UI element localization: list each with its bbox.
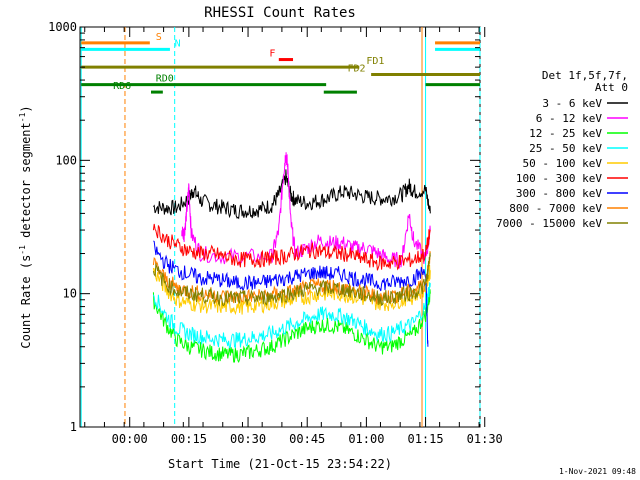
flag-label: N <box>175 38 181 49</box>
x-tick-label: 01:30 <box>467 432 503 446</box>
chart-title: RHESSI Count Rates <box>204 5 356 21</box>
legend-label: 100 - 300 keV <box>516 172 602 185</box>
legend-label: 25 - 50 keV <box>529 142 602 155</box>
flag-label: S <box>156 32 162 43</box>
flag-label: FD1 <box>366 56 384 67</box>
legend-items: 3 - 6 keV 6 - 12 keV 12 - 25 keV 25 - 50 ke… <box>496 97 628 230</box>
x-axis-label: Start Time (21-Oct-15 23:54:22) <box>168 457 392 471</box>
series-line <box>153 240 429 347</box>
x-tick-label: 01:15 <box>407 432 443 446</box>
legend-label: 800 - 7000 keV <box>509 202 602 215</box>
series-line <box>181 152 431 270</box>
y-axis-label-end: ) <box>19 105 33 112</box>
footer-date: 1-Nov-2021 09:48 <box>559 467 636 476</box>
time-markers <box>80 27 481 427</box>
legend-label: 3 - 6 keV <box>542 97 602 110</box>
legend-header-line2: Att 0 <box>595 81 628 94</box>
series-line <box>152 252 431 307</box>
y-axis-label-mid: detector segment <box>19 122 33 245</box>
x-tick-label: 00:15 <box>171 432 207 446</box>
y-axis: 1 10 100 1000 <box>48 20 480 434</box>
flag-label: RD6 <box>113 81 131 92</box>
flag-label: RD0 <box>156 74 174 85</box>
series-line <box>152 223 431 271</box>
y-axis-label-sup1: -1 <box>18 245 27 255</box>
legend-label: 7000 - 15000 keV <box>496 217 602 230</box>
flag-label: F <box>269 49 275 60</box>
y-tick-label: 100 <box>55 153 77 167</box>
y-tick-label: 1000 <box>48 20 77 34</box>
flag-label: FD2 <box>347 64 365 75</box>
data-series <box>152 152 431 364</box>
legend-label: 12 - 25 keV <box>529 127 602 140</box>
legend-header-line1: Det 1f,5f,7f, <box>542 69 628 82</box>
series-line <box>153 169 431 220</box>
y-axis-label-sup2: -1 <box>18 112 27 122</box>
y-axis-label-main: Count Rate (s <box>19 255 33 349</box>
x-tick-label: 00:45 <box>289 432 325 446</box>
series-line <box>152 264 431 316</box>
y-tick-label: 1 <box>70 420 77 434</box>
series-line <box>152 289 431 364</box>
legend-label: 50 - 100 keV <box>523 157 603 170</box>
legend-label: 300 - 800 keV <box>516 187 602 200</box>
y-tick-label: 10 <box>63 287 77 301</box>
x-axis: 00:00 00:15 00:30 00:45 01:00 01:15 01:30 <box>84 27 503 446</box>
series-line <box>152 282 431 349</box>
x-tick-label: 00:00 <box>112 432 148 446</box>
legend: Det 1f,5f,7f, Att 0 3 - 6 keV 6 - 12 keV 1… <box>496 69 628 230</box>
plot-frame <box>79 26 481 428</box>
legend-label: 6 - 12 keV <box>536 112 603 125</box>
y-axis-label: Count Rate (s-1 detector segment-1) <box>18 105 33 348</box>
x-tick-label: 01:00 <box>348 432 384 446</box>
x-tick-label: 00:30 <box>230 432 266 446</box>
